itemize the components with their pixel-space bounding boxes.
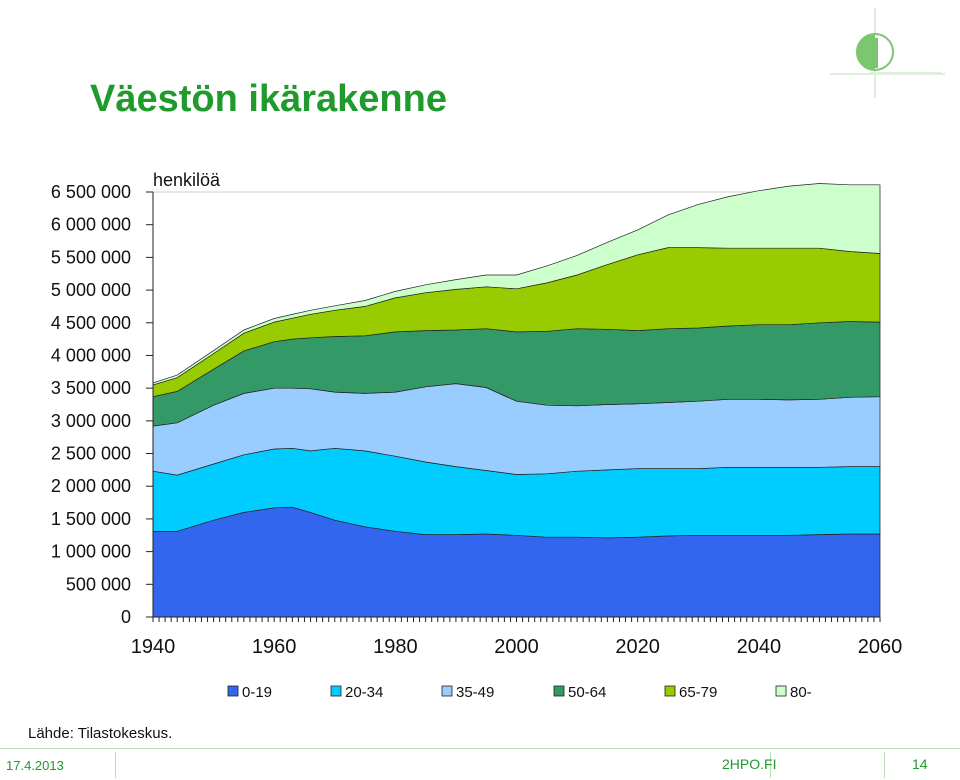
company-logo (830, 8, 945, 98)
x-tick-label: 2060 (858, 636, 903, 658)
legend-swatch-50-64 (553, 685, 565, 697)
footer-date: 17.4.2013 (6, 758, 64, 773)
y-tick-label: 5 500 000 (51, 247, 131, 267)
y-axis-label: henkilöä (153, 170, 221, 190)
population-chart: 0 500 000 1 000 000 1 500 000 2 000 000 2 500… (51, 170, 903, 701)
y-tick-label: 3 000 000 (51, 411, 131, 431)
y-axis-ticks: 0 500 000 1 000 000 1 500 000 2 000 000 2 500… (51, 182, 153, 627)
x-tick-label: 2020 (615, 636, 660, 658)
legend-swatch-0-19 (227, 685, 239, 697)
x-tick-label: 1960 (252, 636, 297, 658)
footer-separator (770, 752, 771, 778)
page-number: 14 (912, 756, 928, 772)
y-tick-label: 5 000 000 (51, 280, 131, 300)
y-tick-label: 3 500 000 (51, 378, 131, 398)
y-tick-label: 1 500 000 (51, 509, 131, 529)
area-series-80- (152, 183, 881, 386)
area-series-group (152, 183, 881, 618)
legend-swatch-65-79 (664, 685, 676, 697)
x-tick-label: 1940 (131, 636, 176, 658)
footer-separator (884, 752, 885, 778)
legend-label-35-49: 35-49 (456, 684, 494, 701)
y-tick-label: 0 (121, 607, 131, 627)
legend-swatch-80- (775, 685, 787, 697)
x-tick-label: 2040 (737, 636, 782, 658)
legend-label-80-: 80- (790, 684, 812, 701)
x-axis-ticks: 1940 1960 1980 2000 2020 2040 2060 (131, 617, 903, 658)
legend-swatch-20-34 (330, 685, 342, 697)
footer-website[interactable]: 2HPO.FI (722, 756, 777, 772)
legend-swatch-35-49 (441, 685, 453, 697)
y-tick-label: 500 000 (66, 574, 131, 594)
y-tick-label: 4 000 000 (51, 345, 131, 365)
source-note: Lähde: Tilastokeskus. (28, 725, 173, 742)
y-tick-label: 2 500 000 (51, 444, 131, 464)
legend-label-0-19: 0-19 (242, 684, 272, 701)
y-tick-label: 6 500 000 (51, 182, 131, 202)
footer-divider (0, 748, 960, 749)
y-tick-label: 6 000 000 (51, 215, 131, 235)
legend-label-20-34: 20-34 (345, 684, 383, 701)
x-tick-label: 1980 (373, 636, 418, 658)
y-tick-label: 1 000 000 (51, 542, 131, 562)
slide-title: Väestön ikärakenne (90, 78, 447, 120)
legend-label-50-64: 50-64 (568, 684, 606, 701)
legend: 0-19 20-34 35-49 50-64 65-79 80- (227, 684, 812, 701)
y-tick-label: 4 500 000 (51, 313, 131, 333)
legend-label-65-79: 65-79 (679, 684, 717, 701)
y-tick-label: 2 000 000 (51, 476, 131, 496)
footer-separator (115, 752, 116, 778)
x-tick-label: 2000 (494, 636, 539, 658)
